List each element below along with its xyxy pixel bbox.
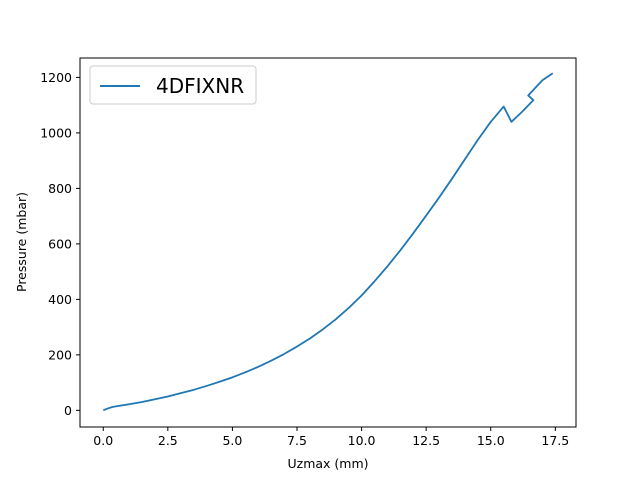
x-tick-label: 15.0: [477, 433, 505, 448]
x-tick-label: 5.0: [222, 433, 242, 448]
y-tick-label: 1200: [40, 70, 72, 85]
y-tick-label: 1000: [40, 125, 72, 140]
legend: 4DFIXNR: [89, 65, 257, 105]
y-axis-label: Pressure (mbar): [14, 192, 29, 292]
series-layer: [102, 72, 554, 412]
x-tick-label: 0.0: [93, 433, 113, 448]
plot-background: [80, 58, 576, 427]
y-tick-label: 200: [48, 347, 72, 362]
series-line-4dfixnr: [102, 72, 554, 412]
x-tick-label: 2.5: [158, 433, 178, 448]
x-tick-label: 12.5: [412, 433, 440, 448]
y-tick-label: 800: [48, 181, 72, 196]
x-tick-label: 17.5: [541, 433, 569, 448]
x-axis-label: Uzmax (mm): [287, 456, 368, 471]
y-tick-label: 0: [64, 403, 72, 418]
x-axis-ticks: 0.0 2.5 5.0 7.5 10.0 12.5 15.0 17.5: [93, 427, 569, 448]
y-tick-label: 400: [48, 292, 72, 307]
plot-frame: [79, 57, 577, 428]
legend-box: [89, 65, 257, 105]
y-axis-ticks: 0 200 400 600 800 1000 1200: [40, 70, 80, 418]
x-tick-label: 10.0: [348, 433, 376, 448]
legend-label-4dfixnr: 4DFIXNR: [156, 74, 244, 98]
x-tick-label: 7.5: [287, 433, 307, 448]
y-tick-label: 600: [48, 236, 72, 251]
